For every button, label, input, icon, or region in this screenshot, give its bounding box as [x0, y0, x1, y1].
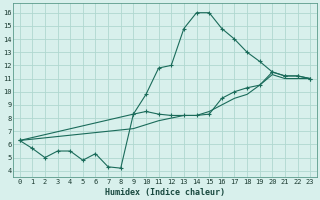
X-axis label: Humidex (Indice chaleur): Humidex (Indice chaleur)	[105, 188, 225, 197]
